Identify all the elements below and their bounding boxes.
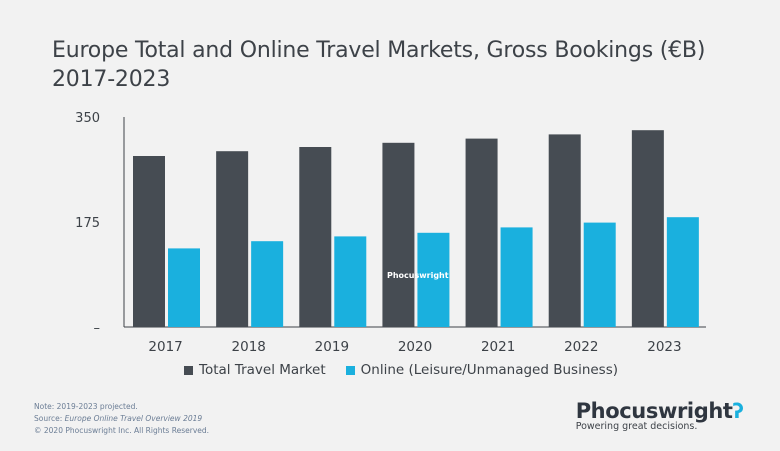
brand-hook-icon: ʔ xyxy=(732,399,744,423)
footnote-source-title: Europe Online Travel Overview 2019 xyxy=(64,414,203,423)
brand-logo: Phocuswrightʔ Powering great decisions. xyxy=(576,399,744,432)
y-tick-label: – xyxy=(94,321,101,336)
legend-label-online: Online (Leisure/Unmanaged Business) xyxy=(360,362,619,378)
x-tick-label: 2020 xyxy=(398,339,432,355)
chart-legend: Total Travel Market Online (Leisure/Unma… xyxy=(184,360,638,380)
footnote: Note: 2019-2023 projected. Source: Europ… xyxy=(34,401,209,437)
bar-total xyxy=(133,156,165,327)
x-tick-label: 2021 xyxy=(481,339,515,355)
bar-online xyxy=(334,236,367,327)
chart-title-line1: Europe Total and Online Travel Markets, … xyxy=(52,38,706,63)
x-tick-label: 2019 xyxy=(315,339,349,355)
x-tick-label: 2022 xyxy=(564,339,598,355)
bar-online xyxy=(583,222,616,327)
bar-total xyxy=(631,130,664,327)
y-tick-label: 350 xyxy=(75,111,100,126)
x-tick-label: 2023 xyxy=(647,339,681,355)
legend-item-total: Total Travel Market xyxy=(184,362,326,378)
x-tick-label: 2018 xyxy=(232,339,266,355)
bar-total xyxy=(216,151,249,327)
chart-title-line2: 2017-2023 xyxy=(52,67,171,92)
bar-online xyxy=(666,217,699,327)
chart-title: Europe Total and Online Travel Markets, … xyxy=(52,36,752,94)
bar-online xyxy=(417,232,450,327)
legend-swatch-online xyxy=(345,365,355,375)
footnote-source: Source: Europe Online Travel Overview 20… xyxy=(34,413,209,425)
bar-total xyxy=(465,138,498,327)
chart-watermark: Phocuswright xyxy=(387,271,449,280)
legend-label-total: Total Travel Market xyxy=(199,362,326,378)
brand-tagline: Powering great decisions. xyxy=(575,421,698,432)
bar-total xyxy=(548,134,581,327)
footnote-note: Note: 2019-2023 projected. xyxy=(34,402,138,411)
bar-online xyxy=(251,241,284,327)
brand-name: Phocuswright xyxy=(575,399,733,423)
y-tick-label: 175 xyxy=(75,216,100,231)
bar-online xyxy=(500,227,533,327)
bar-total xyxy=(299,147,332,327)
legend-item-online: Online (Leisure/Unmanaged Business) xyxy=(345,362,619,378)
bar-online xyxy=(168,248,200,327)
bar-total xyxy=(382,142,415,327)
footnote-copyright: © 2020 Phocuswright Inc. All Rights Rese… xyxy=(34,426,210,435)
footnote-source-prefix: Source: xyxy=(34,414,65,423)
legend-swatch-total xyxy=(184,365,193,375)
x-tick-label: 2017 xyxy=(148,339,182,355)
